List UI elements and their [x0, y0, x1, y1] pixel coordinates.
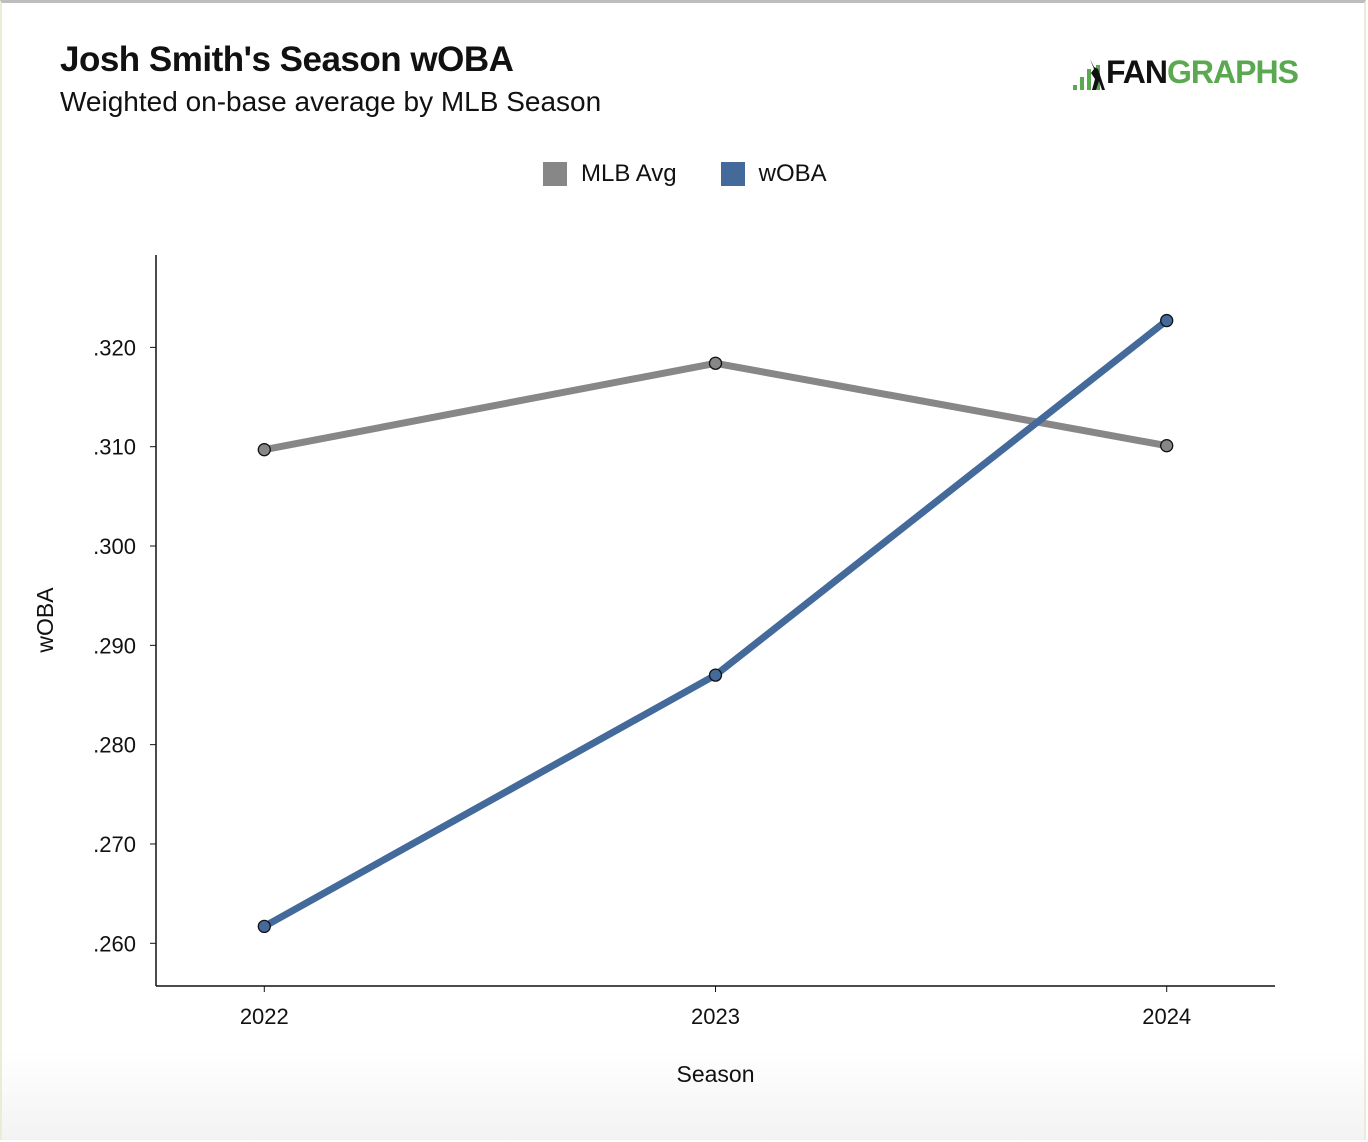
- series-line-woba: [262, 317, 1169, 930]
- y-tick-label: .290: [93, 633, 136, 658]
- chart-subtitle: Weighted on-base average by MLB Season: [60, 86, 602, 117]
- x-tick-label: 2023: [691, 1004, 740, 1029]
- data-point-mlb-avg: [1160, 439, 1174, 453]
- legend-swatch-mlb-avg: [543, 162, 567, 186]
- data-point-woba: [257, 919, 271, 934]
- x-tick-label: 2022: [240, 1004, 289, 1029]
- y-tick-label: .280: [93, 733, 136, 758]
- logo-graphs: GRAPHS: [1167, 54, 1299, 90]
- fangraphs-logo: FANGRAPHS: [1072, 54, 1299, 91]
- data-point-mlb-avg: [708, 356, 723, 370]
- x-axis-label: Season: [676, 1061, 754, 1087]
- y-axis-label: wOBA: [32, 587, 58, 654]
- logo-fan: FAN: [1106, 54, 1168, 90]
- legend-label-mlb-avg: MLB Avg: [581, 160, 677, 187]
- batter-bars-icon: [1073, 59, 1105, 90]
- legend-item-mlb-avg[interactable]: MLB Avg: [543, 160, 677, 188]
- legend-item-woba[interactable]: wOBA: [720, 160, 827, 188]
- data-point-mlb-avg: [257, 443, 271, 457]
- chart-title: Josh Smith's Season wOBA: [60, 40, 514, 79]
- y-tick-label: .260: [93, 931, 136, 956]
- x-tick-label: 2024: [1142, 1004, 1191, 1029]
- legend-label-woba: wOBA: [758, 160, 827, 187]
- y-tick-label: .270: [93, 832, 136, 857]
- data-point-woba: [1160, 313, 1174, 328]
- y-tick-label: .300: [93, 534, 136, 559]
- data-point-woba: [708, 668, 723, 682]
- legend: MLB Avg wOBA: [543, 160, 827, 188]
- y-tick-label: .320: [93, 335, 136, 360]
- series-line-mlb-avg: [263, 359, 1168, 454]
- legend-swatch-woba: [720, 162, 745, 186]
- y-tick-label: .310: [93, 435, 136, 460]
